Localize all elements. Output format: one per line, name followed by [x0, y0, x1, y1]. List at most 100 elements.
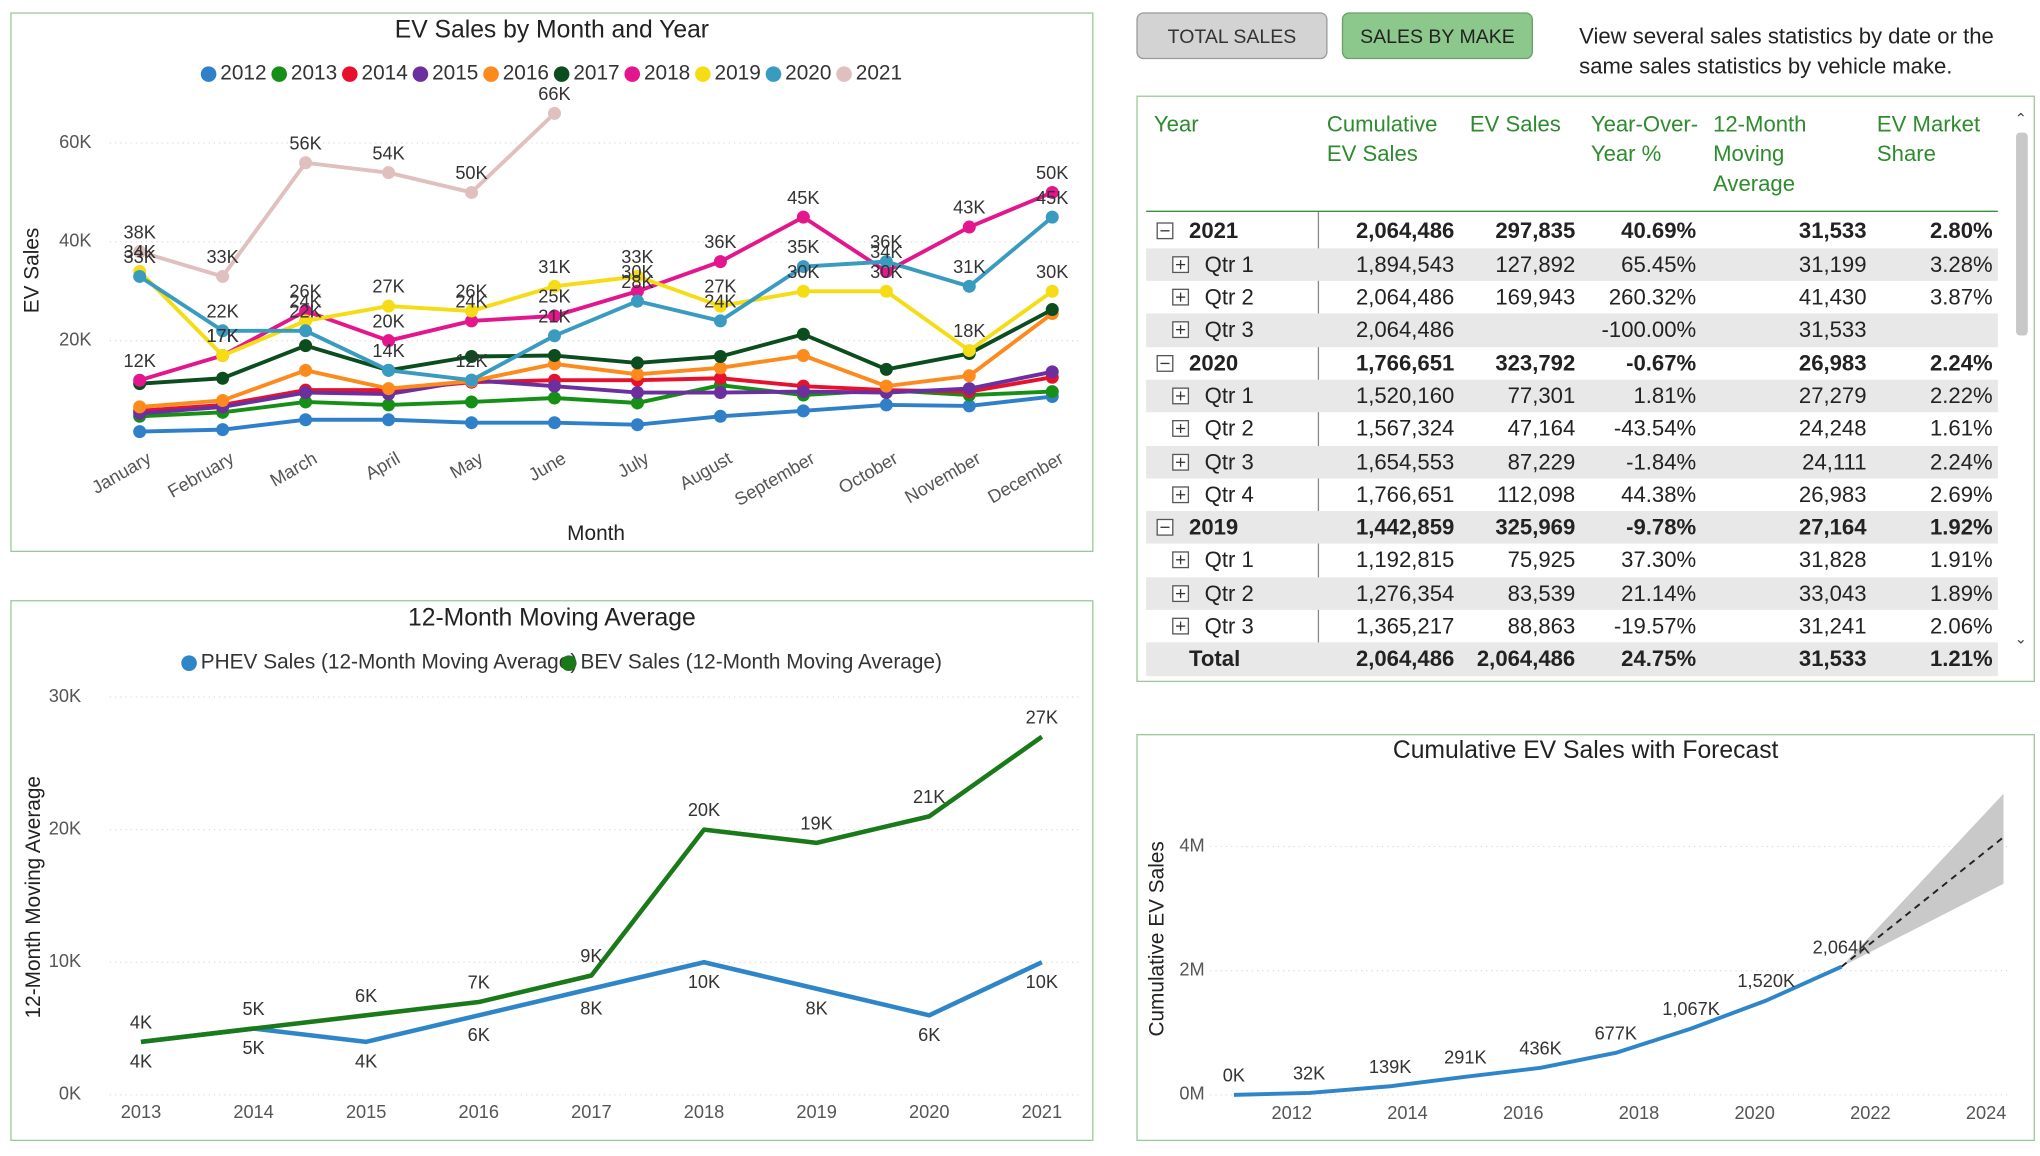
total-sales-button[interactable] — [1136, 12, 1328, 60]
legend-swatch — [695, 66, 711, 82]
data-label: 20K — [688, 800, 720, 820]
legend-label: 2019 — [715, 62, 761, 85]
data-label: 4K — [355, 1051, 377, 1071]
data-label: 5K — [242, 999, 264, 1019]
data-label: 24K — [289, 292, 321, 312]
data-label: 4K — [130, 1012, 152, 1032]
data-label: 34K — [123, 242, 155, 262]
table-cell: 47,164 — [1507, 416, 1576, 442]
y-axis-title: EV Sales — [21, 228, 44, 314]
series-line — [139, 307, 1054, 386]
button-label[interactable]: SALES BY MAKE — [1360, 26, 1515, 48]
point — [133, 245, 147, 259]
row-label: Qtr 1 — [1204, 547, 1254, 573]
data-label: 30K — [621, 262, 653, 282]
x-tick-label: 2016 — [459, 1102, 499, 1122]
point — [796, 385, 810, 399]
point — [216, 349, 230, 363]
y-tick-label: 30K — [49, 686, 81, 706]
table-cell: 26,983 — [1798, 350, 1867, 376]
table-cell: 2.24% — [1929, 449, 1993, 474]
scroll-up[interactable]: ⌃ — [2014, 111, 2027, 128]
point — [382, 363, 396, 377]
row-band — [1146, 247, 1998, 281]
table-cell: 2.69% — [1929, 482, 1993, 507]
y-tick-label: 60K — [59, 132, 91, 152]
point — [382, 382, 396, 396]
point — [630, 418, 644, 432]
point — [962, 382, 976, 396]
legend-label: 2020 — [785, 62, 831, 85]
data-label: 56K — [289, 133, 321, 153]
point — [133, 400, 147, 414]
x-tick-label: 2024 — [1966, 1103, 2006, 1123]
legend-label: 2016 — [503, 62, 549, 85]
point — [216, 423, 230, 437]
point — [630, 269, 644, 283]
data-label: 27K — [1026, 707, 1058, 727]
data-label: 6K — [355, 986, 377, 1006]
table-cell: 31,533 — [1798, 646, 1867, 672]
series-line — [138, 270, 1054, 358]
table-cell: -19.57% — [1613, 613, 1697, 639]
data-label: 677K — [1595, 1023, 1637, 1043]
expand-icon — [1172, 420, 1190, 438]
data-label: 36K — [704, 232, 736, 252]
point — [382, 398, 396, 412]
data-label: 10K — [688, 972, 720, 992]
data-label: 8K — [580, 998, 602, 1018]
x-tick-label: 2014 — [1387, 1103, 1427, 1123]
button-label[interactable]: TOTAL SALES — [1168, 26, 1297, 48]
data-label: 22K — [206, 301, 238, 321]
point — [1045, 284, 1059, 298]
scroll-down[interactable]: ⌄ — [2014, 631, 2027, 648]
chart-panel — [10, 600, 1094, 1142]
table-cell: 1.92% — [1929, 515, 1993, 540]
table-cell: 1,894,543 — [1355, 251, 1455, 277]
table-cell: 2,064,486 — [1355, 284, 1455, 310]
point — [962, 279, 976, 293]
table-cell: 1,766,651 — [1355, 482, 1455, 507]
x-tick-label: 2019 — [796, 1102, 836, 1122]
sales-by-make-button[interactable] — [1341, 12, 1533, 60]
data-label: 38K — [123, 222, 155, 242]
row-label: Qtr 2 — [1204, 284, 1254, 310]
series-line — [139, 394, 1053, 434]
data-label: 27K — [704, 277, 736, 297]
data-label: 33K — [621, 247, 653, 267]
data-label: 9K — [580, 946, 602, 966]
point — [299, 395, 313, 409]
table-cell: 1,192,815 — [1355, 547, 1455, 573]
collapse-icon — [1156, 222, 1174, 240]
table-cell: 33,043 — [1798, 580, 1867, 606]
point — [879, 265, 893, 279]
point — [216, 269, 230, 283]
data-label: 45K — [1036, 188, 1068, 208]
point — [547, 416, 561, 430]
row-label: Qtr 3 — [1204, 317, 1254, 343]
point — [465, 349, 479, 364]
data-label: 50K — [1036, 163, 1068, 183]
point — [962, 369, 976, 383]
table-cell: 297,835 — [1495, 218, 1576, 244]
table-cell: 27,164 — [1798, 515, 1867, 540]
y-tick-label: 10K — [49, 951, 81, 971]
table-cell: 1.91% — [1929, 547, 1993, 573]
table-cell: 112,098 — [1496, 482, 1576, 507]
point — [382, 166, 396, 180]
point — [713, 386, 727, 400]
expand-icon — [1172, 584, 1190, 602]
point — [630, 367, 644, 381]
point — [1045, 303, 1059, 317]
point — [713, 361, 727, 375]
point — [299, 156, 313, 170]
legend-swatch — [624, 66, 641, 82]
table-cell: 127,892 — [1495, 251, 1576, 277]
point — [879, 362, 893, 376]
table-cell: 1,654,553 — [1355, 449, 1455, 474]
row-label: Qtr 2 — [1204, 580, 1254, 606]
column-header: EV Sales — [1469, 111, 1561, 137]
point — [547, 309, 561, 323]
point — [962, 399, 976, 413]
point — [1045, 210, 1059, 224]
